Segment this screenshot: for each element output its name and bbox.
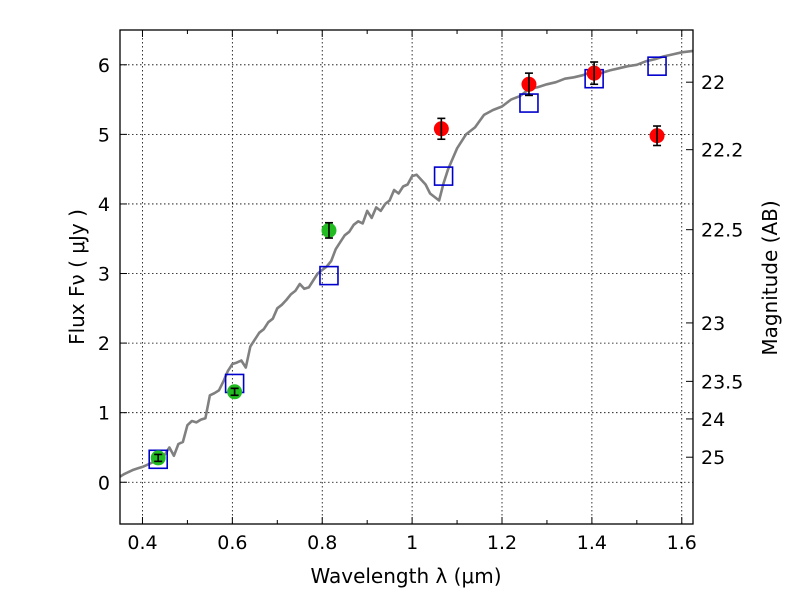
model-layer bbox=[119, 49, 694, 478]
plot-frame bbox=[119, 29, 694, 525]
model-band-square bbox=[647, 56, 667, 76]
y-tick-label: 3 bbox=[98, 264, 110, 286]
x-tick-label: 1.4 bbox=[577, 532, 607, 554]
right-axis-label: Magnitude (AB) bbox=[758, 200, 782, 355]
y-axis-label: Flux Fν ( μJy ) bbox=[65, 209, 89, 345]
magnitude-tick-label: 24 bbox=[701, 409, 725, 431]
y-tick-label: 2 bbox=[98, 333, 110, 355]
marker-layer bbox=[148, 56, 667, 470]
x-tick-label: 1.2 bbox=[487, 532, 517, 554]
y-tick-label: 1 bbox=[98, 403, 110, 425]
magnitude-tick-label: 22.5 bbox=[701, 220, 743, 242]
x-axis-label: Wavelength λ (μm) bbox=[310, 564, 501, 588]
magnitude-tick-label: 22.2 bbox=[701, 140, 743, 162]
ticks: 0.4 0.6 0.8 1 1.2 1.4 1.601234562222.222.52323… bbox=[98, 30, 743, 554]
x-tick-label: 0.6 bbox=[217, 532, 247, 554]
magnitude-tick-label: 23 bbox=[701, 313, 725, 335]
model-band-square bbox=[433, 166, 454, 186]
x-tick-label: 1.6 bbox=[667, 532, 697, 554]
y-tick-label: 5 bbox=[98, 124, 110, 146]
magnitude-tick-label: 23.5 bbox=[701, 371, 743, 393]
magnitude-tick-label: 25 bbox=[701, 447, 725, 469]
magnitude-tick-label: 22 bbox=[701, 72, 725, 94]
x-tick-label: 0.4 bbox=[127, 532, 157, 554]
x-tick-label: 1 bbox=[406, 532, 418, 554]
model-spectrum-line bbox=[119, 49, 694, 478]
y-tick-label: 4 bbox=[98, 194, 110, 216]
model-band-square bbox=[148, 449, 168, 470]
y-tick-label: 0 bbox=[98, 472, 110, 494]
x-tick-label: 0.8 bbox=[307, 532, 337, 554]
y-tick-label: 6 bbox=[98, 55, 110, 77]
grid bbox=[120, 30, 693, 524]
model-band-square bbox=[319, 265, 339, 286]
